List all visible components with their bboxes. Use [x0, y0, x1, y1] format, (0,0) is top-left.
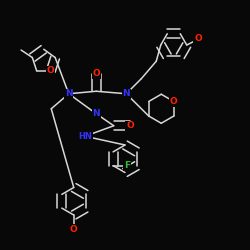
Text: O: O	[126, 121, 134, 130]
Text: O: O	[170, 97, 178, 106]
Text: N: N	[65, 89, 72, 98]
Text: O: O	[70, 225, 78, 234]
Text: F: F	[124, 161, 130, 170]
Text: O: O	[47, 66, 55, 76]
Text: O: O	[194, 34, 202, 43]
Text: HN: HN	[78, 132, 92, 141]
Text: O: O	[92, 69, 100, 78]
Text: N: N	[92, 109, 100, 118]
Text: N: N	[122, 89, 130, 98]
